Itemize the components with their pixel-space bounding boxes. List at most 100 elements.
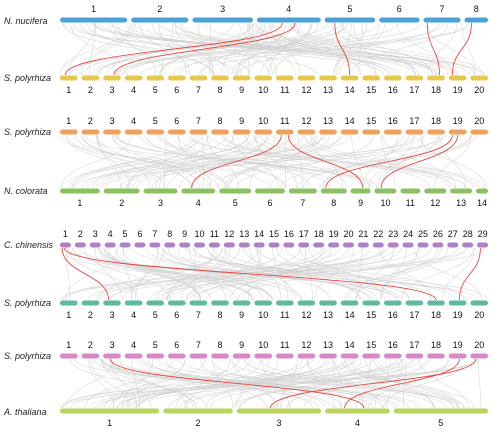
background-link	[287, 358, 450, 409]
chromosome-label-p0-bottom-14: 14	[345, 85, 355, 95]
background-link	[236, 134, 404, 189]
chromosome-p1-top-10	[254, 129, 272, 135]
chromosome-label-p1-top-17: 17	[409, 116, 419, 126]
chromosome-p2-bottom-7	[189, 300, 208, 306]
background-link	[111, 358, 194, 409]
chromosome-label-p1-bottom-6: 6	[267, 198, 272, 208]
chromosome-label-p3-top-1: 1	[66, 340, 71, 350]
chromosome-label-p3-bottom-3: 3	[276, 418, 281, 428]
highlighted-link	[270, 358, 477, 409]
background-link	[358, 22, 363, 76]
chromosome-p1-top-20	[470, 129, 488, 135]
background-link	[115, 247, 200, 301]
chromosome-label-p2-bottom-19: 19	[453, 310, 463, 320]
chromosome-label-p3-top-12: 12	[301, 340, 311, 350]
chromosome-label-p1-bottom-9: 9	[358, 198, 363, 208]
chromosome-label-p2-top-21: 21	[358, 229, 368, 239]
chromosome-label-p3-top-4: 4	[131, 340, 136, 350]
chromosome-label-p2-top-7: 7	[152, 229, 157, 239]
chromosome-p2-top-29	[477, 242, 488, 248]
background-link	[127, 22, 348, 76]
chromosome-p3-top-8	[211, 353, 229, 359]
chromosome-label-p0-top-5: 5	[347, 4, 352, 14]
background-link	[334, 358, 364, 409]
chromosome-label-p1-top-12: 12	[301, 116, 311, 126]
chromosome-p1-bottom-2	[103, 188, 140, 194]
background-link	[126, 134, 259, 189]
chromosome-p0-bottom-11	[276, 75, 294, 81]
background-link	[131, 358, 140, 409]
highlighted-link	[459, 247, 481, 301]
chromosome-label-p0-bottom-16: 16	[388, 85, 398, 95]
background-link	[188, 247, 226, 301]
chromosome-label-p3-top-5: 5	[153, 340, 158, 350]
chromosome-label-p1-top-8: 8	[217, 116, 222, 126]
background-link	[355, 247, 449, 301]
chromosome-p3-top-18	[427, 353, 445, 359]
chromosome-label-p0-top-1: 1	[91, 4, 96, 14]
background-link	[368, 358, 449, 409]
background-link	[374, 358, 391, 409]
background-link	[71, 134, 202, 189]
chromosome-p0-bottom-14	[340, 75, 359, 81]
chromosome-label-p2-top-15: 15	[269, 229, 279, 239]
background-link	[232, 358, 457, 409]
background-link	[207, 134, 441, 189]
background-link	[187, 134, 467, 189]
chromosome-label-p2-top-20: 20	[343, 229, 353, 239]
chromosome-label-p0-bottom-1: 1	[66, 85, 71, 95]
background-link	[356, 247, 363, 301]
background-link	[386, 358, 404, 409]
chromosome-p0-top-7	[423, 17, 461, 23]
background-link	[163, 134, 284, 189]
chromosome-p1-bottom-9	[350, 188, 371, 194]
chromosome-label-p2-top-6: 6	[137, 229, 142, 239]
chromosome-label-p1-bottom-7: 7	[300, 198, 305, 208]
chromosome-p0-bottom-5	[146, 75, 164, 81]
chromosome-label-p0-top-4: 4	[286, 4, 291, 14]
chromosome-label-p3-top-3: 3	[109, 340, 114, 350]
chromosome-label-p1-top-18: 18	[431, 116, 441, 126]
background-link	[419, 134, 487, 189]
background-link	[139, 22, 191, 76]
chromosome-label-p0-bottom-13: 13	[323, 85, 333, 95]
chromosome-p2-top-1	[60, 242, 71, 248]
chromosome-label-p2-top-19: 19	[329, 229, 339, 239]
chromosome-label-p3-top-9: 9	[239, 340, 244, 350]
background-link	[237, 22, 265, 76]
chromosome-p3-bottom-3	[236, 408, 322, 414]
background-link	[119, 358, 188, 409]
chromosome-label-p2-top-5: 5	[122, 229, 127, 239]
chromosome-p2-top-16	[283, 242, 295, 248]
chromosome-p3-top-1	[60, 353, 78, 359]
chromosome-p2-top-12	[223, 242, 235, 248]
chromosome-p2-top-26	[432, 242, 444, 248]
background-link	[63, 22, 384, 76]
background-link	[135, 358, 478, 409]
background-link	[289, 22, 416, 76]
chromosome-label-p1-bottom-1: 1	[77, 198, 82, 208]
background-link	[333, 22, 381, 76]
chromosome-p0-bottom-18	[427, 75, 445, 81]
chromosome-p2-top-28	[462, 242, 474, 248]
background-link	[218, 134, 331, 189]
chromosome-label-p1-top-10: 10	[258, 116, 268, 126]
background-link	[89, 358, 130, 409]
chromosome-label-p2-top-4: 4	[108, 229, 113, 239]
background-link	[381, 134, 424, 189]
chromosome-label-p1-top-19: 19	[453, 116, 463, 126]
chromosome-label-p2-top-28: 28	[463, 229, 473, 239]
background-link	[86, 134, 324, 189]
background-link	[70, 358, 208, 409]
chromosome-p2-bottom-3	[103, 300, 121, 306]
background-link	[149, 247, 386, 301]
background-link	[78, 247, 398, 301]
background-link	[151, 22, 229, 76]
chromosome-label-p0-bottom-10: 10	[258, 85, 268, 95]
chromosome-p2-bottom-15	[362, 300, 380, 306]
highlighted-link	[191, 134, 282, 189]
background-link	[98, 247, 223, 301]
background-link	[72, 134, 425, 189]
background-link	[205, 358, 309, 409]
chromosome-label-p1-bottom-8: 8	[331, 198, 336, 208]
